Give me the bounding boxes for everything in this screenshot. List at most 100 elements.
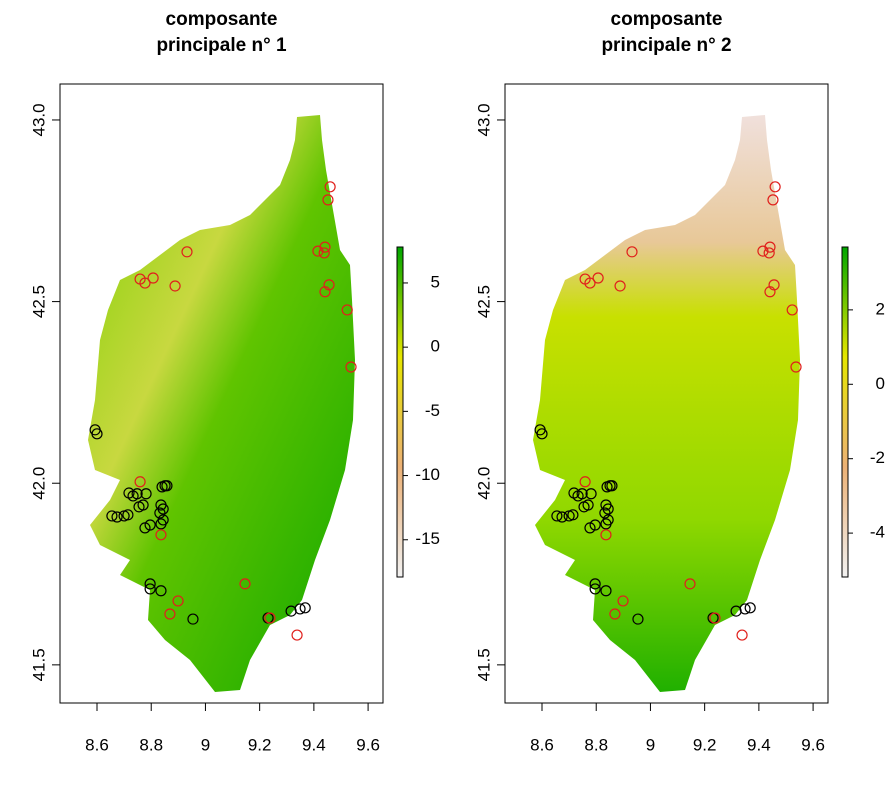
point bbox=[709, 612, 721, 624]
colorbar-tick-label: 0 bbox=[876, 374, 885, 393]
colorbar-tick-label: -15 bbox=[415, 529, 440, 548]
point bbox=[291, 629, 303, 641]
point bbox=[345, 361, 357, 373]
colorbar-tick-label: -5 bbox=[425, 401, 440, 420]
point bbox=[585, 488, 597, 500]
y-tick-label: 42.5 bbox=[29, 285, 48, 318]
colorbar-tick-label: 5 bbox=[431, 272, 440, 291]
point bbox=[155, 529, 167, 541]
point bbox=[790, 361, 802, 373]
raster-map bbox=[88, 115, 355, 692]
point bbox=[600, 585, 612, 597]
point bbox=[584, 522, 596, 534]
point bbox=[154, 507, 166, 519]
y-tick-label: 42.0 bbox=[474, 467, 493, 500]
point bbox=[626, 246, 638, 258]
point bbox=[589, 578, 601, 590]
point bbox=[187, 613, 199, 625]
x-tick-label: 9.2 bbox=[693, 735, 717, 754]
chart-title: composante bbox=[611, 9, 723, 30]
point bbox=[576, 488, 588, 500]
point bbox=[312, 245, 324, 257]
y-tick-label: 43.0 bbox=[29, 103, 48, 136]
colorbar-tick-label: 0 bbox=[431, 337, 440, 356]
point bbox=[118, 510, 130, 522]
point bbox=[139, 277, 151, 289]
chart-title: principale n° 2 bbox=[601, 35, 731, 56]
point bbox=[133, 501, 145, 513]
colorbar-tick-label: 2 bbox=[876, 299, 885, 318]
x-tick-label: 9 bbox=[646, 735, 655, 754]
chart-title: composante bbox=[166, 9, 278, 30]
point bbox=[181, 246, 193, 258]
point bbox=[556, 511, 568, 523]
point bbox=[264, 612, 276, 624]
point bbox=[164, 608, 176, 620]
point bbox=[140, 488, 152, 500]
point bbox=[786, 304, 798, 316]
point bbox=[767, 194, 779, 206]
point bbox=[584, 277, 596, 289]
x-tick-label: 9.2 bbox=[248, 735, 272, 754]
x-tick-label: 9.6 bbox=[356, 735, 380, 754]
x-tick-label: 9.4 bbox=[302, 735, 326, 754]
point bbox=[736, 629, 748, 641]
x-tick-label: 9.6 bbox=[801, 735, 825, 754]
point bbox=[299, 602, 311, 614]
x-tick-label: 8.8 bbox=[139, 735, 163, 754]
point bbox=[578, 501, 590, 513]
plot-frame bbox=[59, 83, 384, 704]
point bbox=[172, 595, 184, 607]
point bbox=[536, 428, 548, 440]
point bbox=[632, 613, 644, 625]
point bbox=[617, 595, 629, 607]
point bbox=[161, 480, 173, 492]
point bbox=[111, 511, 123, 523]
point bbox=[322, 194, 334, 206]
point bbox=[599, 507, 611, 519]
colorbar-tick-label: -10 bbox=[415, 465, 440, 484]
point bbox=[602, 503, 614, 515]
y-tick-label: 42.5 bbox=[474, 285, 493, 318]
point bbox=[131, 488, 143, 500]
colorbar-tick-label: -4 bbox=[870, 523, 885, 542]
point bbox=[157, 503, 169, 515]
point bbox=[144, 583, 156, 595]
point bbox=[739, 603, 751, 615]
point bbox=[323, 279, 335, 291]
point bbox=[144, 578, 156, 590]
point bbox=[134, 476, 146, 488]
point bbox=[155, 518, 167, 530]
x-tick-label: 8.8 bbox=[584, 735, 608, 754]
point bbox=[757, 245, 769, 257]
point bbox=[563, 510, 575, 522]
point bbox=[768, 279, 780, 291]
point bbox=[600, 518, 612, 530]
point bbox=[294, 603, 306, 615]
point bbox=[600, 529, 612, 541]
point bbox=[155, 585, 167, 597]
plot-frame bbox=[504, 83, 829, 704]
point bbox=[579, 476, 591, 488]
point bbox=[614, 280, 626, 292]
raster-map bbox=[533, 115, 800, 692]
y-tick-label: 41.5 bbox=[474, 648, 493, 681]
point bbox=[589, 583, 601, 595]
point bbox=[744, 602, 756, 614]
x-tick-label: 8.6 bbox=[85, 735, 109, 754]
point bbox=[769, 181, 781, 193]
x-tick-label: 8.6 bbox=[530, 735, 554, 754]
point bbox=[684, 578, 696, 590]
chart-title: principale n° 1 bbox=[156, 35, 287, 56]
point bbox=[763, 247, 775, 259]
y-tick-label: 41.5 bbox=[29, 648, 48, 681]
y-tick-label: 42.0 bbox=[29, 467, 48, 500]
x-tick-label: 9.4 bbox=[747, 735, 771, 754]
point bbox=[324, 181, 336, 193]
x-tick-label: 9 bbox=[201, 735, 210, 754]
colorbar-tick-label: -2 bbox=[870, 448, 885, 467]
point bbox=[91, 428, 103, 440]
point bbox=[551, 510, 563, 522]
point bbox=[169, 280, 181, 292]
